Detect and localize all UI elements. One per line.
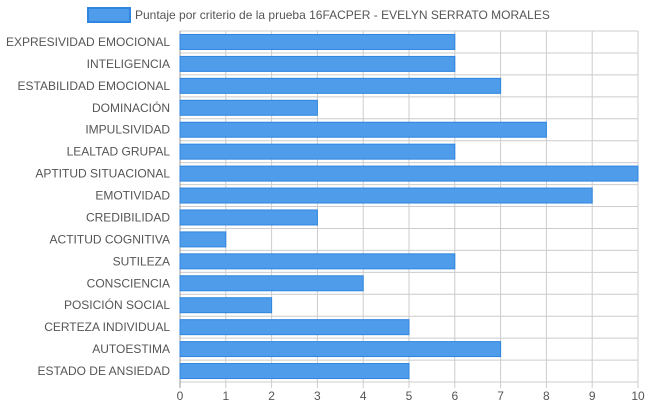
bar[interactable] bbox=[179, 319, 410, 336]
x-tick-label: 9 bbox=[589, 389, 596, 403]
x-axis-ticks: 0 1 2 3 4 5 6 7 8 9 10 bbox=[177, 389, 645, 403]
category-label: ESTABILIDAD EMOCIONAL bbox=[18, 79, 171, 93]
bar[interactable] bbox=[179, 121, 547, 138]
category-label: CONSCIENCIA bbox=[87, 276, 170, 290]
legend-swatch bbox=[87, 7, 131, 23]
category-label: LEALTAD GRUPAL bbox=[67, 145, 171, 159]
x-tick-label: 3 bbox=[314, 389, 321, 403]
bars bbox=[179, 33, 639, 380]
category-label: INTELIGENCIA bbox=[87, 57, 170, 71]
category-label: ACTITUD COGNITIVA bbox=[50, 232, 170, 246]
category-label: EXPRESIVIDAD EMOCIONAL bbox=[6, 35, 170, 49]
x-tick-label: 0 bbox=[177, 389, 184, 403]
bar[interactable] bbox=[179, 165, 639, 182]
category-label: AUTOESTIMA bbox=[92, 342, 170, 356]
bar[interactable] bbox=[179, 55, 456, 72]
bar[interactable] bbox=[179, 231, 227, 248]
bar[interactable] bbox=[179, 297, 273, 314]
category-label: ESTADO DE ANSIEDAD bbox=[38, 364, 171, 378]
x-tick-label: 5 bbox=[406, 389, 413, 403]
category-label: DOMINACIÓN bbox=[92, 100, 170, 115]
x-tick-label: 7 bbox=[497, 389, 504, 403]
x-tick-label: 10 bbox=[631, 389, 645, 403]
category-label: POSICIÓN SOCIAL bbox=[64, 297, 170, 312]
legend[interactable]: Puntaje por criterio de la prueba 16FACP… bbox=[87, 7, 550, 23]
x-tick-label: 8 bbox=[543, 389, 550, 403]
bar[interactable] bbox=[179, 253, 456, 270]
category-label: IMPULSIVIDAD bbox=[85, 123, 170, 137]
x-tick-label: 4 bbox=[360, 389, 367, 403]
x-tick-label: 6 bbox=[451, 389, 458, 403]
category-labels: EXPRESIVIDAD EMOCIONAL INTELIGENCIA ESTABI… bbox=[6, 35, 170, 378]
x-tick-label: 2 bbox=[268, 389, 275, 403]
legend-label: Puntaje por criterio de la prueba 16FACP… bbox=[135, 8, 550, 22]
category-label: APTITUD SITUACIONAL bbox=[35, 167, 170, 181]
bar[interactable] bbox=[179, 33, 456, 50]
category-label: EMOTIVIDAD bbox=[95, 189, 170, 203]
bar[interactable] bbox=[179, 275, 364, 292]
bar[interactable] bbox=[179, 77, 502, 94]
bar[interactable] bbox=[179, 143, 456, 160]
bar[interactable] bbox=[179, 363, 410, 380]
bar[interactable] bbox=[179, 341, 502, 358]
bar[interactable] bbox=[179, 99, 318, 116]
bar[interactable] bbox=[179, 187, 593, 204]
category-label: CERTEZA INDIVIDUAL bbox=[44, 320, 170, 334]
category-label: CREDIBILIDAD bbox=[86, 210, 170, 224]
x-tick-label: 1 bbox=[222, 389, 229, 403]
bar[interactable] bbox=[179, 209, 318, 226]
category-label: SUTILEZA bbox=[113, 254, 170, 268]
